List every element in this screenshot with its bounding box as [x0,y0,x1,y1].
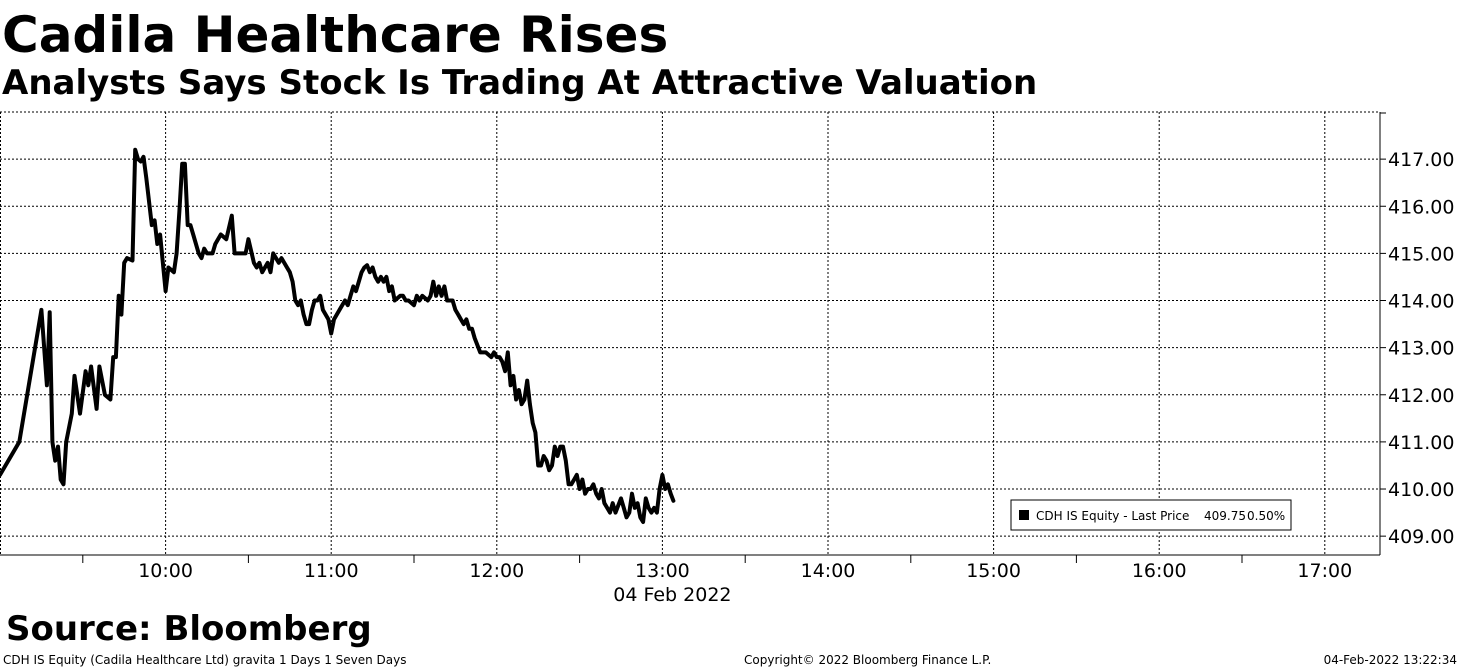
y-axis-ticks: 409.00 410.00 411.00 412.00 413.00 414.00 415.… [1380,149,1454,548]
x-tick-label: 10:00 [138,560,193,582]
footer-copyright: Copyright© 2022 Bloomberg Finance L.P. [744,653,992,667]
legend-change: 0.50% [1247,509,1285,523]
x-axis-label: 04 Feb 2022 [613,584,731,606]
series-line-cdh-last-price [0,147,676,524]
chart-legend: CDH IS Equity - Last Price 409.75 0.50% [1010,499,1292,531]
y-tick-label: 410.00 [1388,479,1454,501]
y-tick-label: 413.00 [1388,338,1454,360]
x-tick-label: 16:00 [1132,560,1187,582]
y-tick-label: 416.00 [1388,196,1454,218]
legend-last-value: 409.75 [1204,509,1246,523]
y-tick-label: 411.00 [1388,432,1454,454]
y-tick-label: 417.00 [1388,149,1454,171]
chart-title: Cadila Healthcare Rises [2,6,669,64]
x-tick-label: 17:00 [1297,560,1352,582]
footer-ticker-info: CDH IS Equity (Cadila Healthcare Ltd) gr… [3,653,407,667]
legend-label: CDH IS Equity - Last Price [1036,509,1189,523]
chart-subtitle: Analysts Says Stock Is Trading At Attrac… [2,63,1038,103]
y-tick-label: 414.00 [1388,291,1454,313]
x-tick-label: 11:00 [304,560,359,582]
chart-grid [0,111,1380,555]
x-tick-label: 15:00 [966,560,1021,582]
x-tick-label: 14:00 [801,560,856,582]
y-tick-label: 409.00 [1388,526,1454,548]
chart-axes [0,112,1386,556]
x-tick-label: 12:00 [469,560,524,582]
legend-swatch [1019,510,1029,520]
footer-timestamp: 04-Feb-2022 13:22:34 [1323,653,1457,667]
legend-box [1010,499,1292,531]
source-label: Source: Bloomberg [6,609,372,649]
y-tick-label: 415.00 [1388,243,1454,265]
x-axis-ticks: 10:00 11:00 12:00 13:00 14:00 15:00 16:00 17:00 [82,555,1352,582]
x-tick-label: 13:00 [635,560,690,582]
y-tick-label: 412.00 [1388,385,1454,407]
